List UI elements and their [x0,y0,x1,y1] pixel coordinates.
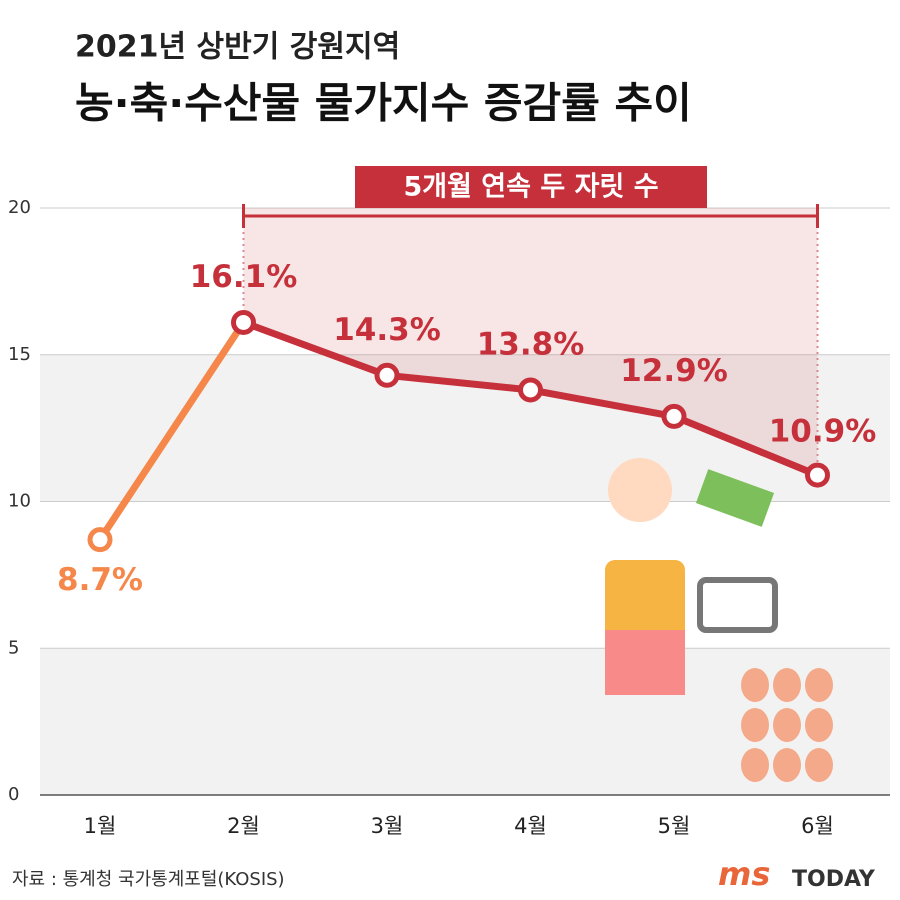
y-tick-label: 15 [8,344,31,365]
x-tick-label: 5월 [658,814,691,838]
chart-subtitle: 농·축·수산물 물가지수 증감률 추이 [75,79,692,128]
line-segment [383,371,534,394]
data-label: 12.9% [620,353,728,389]
chart-title: 2021년 상반기 강원지역 [75,30,400,65]
egg [741,668,769,702]
x-tick-label: 3월 [371,814,404,838]
y-tick-label: 20 [8,197,31,218]
x-tick-label: 1월 [84,814,117,838]
egg [741,708,769,742]
y-tick-label: 5 [8,637,19,658]
data-label: 16.1% [190,259,298,295]
plot-area: 0 5 10 15 20 5개월 연속 두 자릿 수 8.7% 1월 16.1% 2월 14.3% 3… [8,166,890,838]
illustration [697,577,778,633]
illustration [605,630,685,695]
y-tick-label: 0 [8,784,19,805]
point [231,309,256,335]
data-label: 8.7% [57,562,143,598]
line-segment [96,318,247,544]
data-label: 10.9% [769,414,877,450]
x-tick-label: 6월 [801,814,834,838]
data-label: 14.3% [333,312,441,348]
egg [805,708,833,742]
line-segment [670,412,821,479]
point [661,403,687,429]
logo-sub: TODAY [792,867,876,892]
data-label: 13.8% [477,326,585,362]
egg [773,748,801,782]
illustration [695,469,775,527]
egg [773,708,801,742]
logo-main: ms [718,855,770,893]
line-segment [240,318,391,379]
line-segment [527,386,678,420]
egg [805,748,833,782]
point [374,362,400,388]
egg [773,668,801,702]
x-tick-label: 2월 [227,814,260,838]
annotation-box [355,166,707,208]
egg [741,748,769,782]
source: 자료 : 통계청 국가통계포털(KOSIS) [12,869,285,890]
y-tick-label: 10 [8,491,31,512]
point [87,527,113,553]
point [805,462,830,488]
egg [805,668,833,702]
annotation: 5개월 연속 두 자릿 수 [403,172,658,203]
point [518,377,543,403]
band [40,354,890,502]
x-tick-label: 4월 [514,814,547,838]
illustration [608,458,672,522]
